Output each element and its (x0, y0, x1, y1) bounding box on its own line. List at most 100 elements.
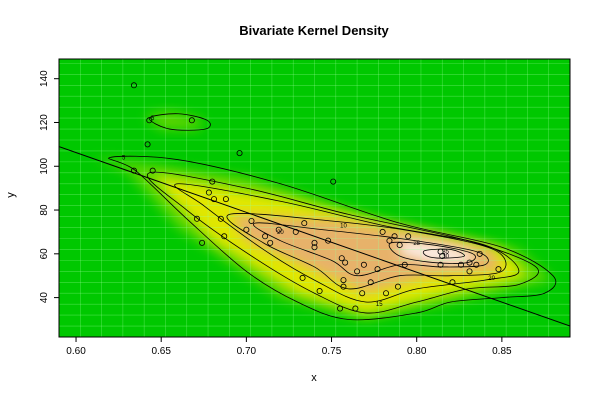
data-point (383, 290, 390, 297)
data-point (311, 239, 318, 246)
contour-label: 25 (413, 241, 420, 247)
data-point (292, 228, 299, 235)
data-point (338, 255, 345, 262)
data-point (396, 242, 403, 249)
data-point (437, 261, 444, 268)
data-point (449, 279, 456, 286)
data-point (211, 196, 218, 203)
contour-label: 15 (376, 302, 383, 308)
data-point (457, 261, 464, 268)
contour-5 (108, 155, 557, 321)
y-tick-label: 140 (39, 70, 50, 87)
data-point (386, 237, 393, 244)
contour-15 (174, 183, 520, 303)
data-point (193, 215, 200, 222)
x-tick-label: 0.70 (237, 346, 257, 357)
data-point (466, 268, 473, 275)
data-point (359, 290, 366, 297)
data-point (209, 178, 216, 185)
contour-10 (146, 171, 539, 314)
data-point (130, 82, 137, 89)
data-point (340, 277, 347, 284)
data-point (466, 259, 473, 266)
y-tick-label: 40 (39, 292, 50, 304)
data-point (221, 233, 228, 240)
data-point (473, 261, 480, 268)
data-point (149, 167, 156, 174)
data-point (391, 233, 398, 240)
data-point (379, 228, 386, 235)
contour-label: 20 (488, 276, 495, 282)
x-tick-label: 0.65 (151, 346, 171, 357)
x-tick-label: 0.80 (407, 346, 427, 357)
data-point (248, 217, 255, 224)
data-point (299, 274, 306, 281)
data-point (301, 220, 308, 227)
contour-lines (108, 113, 557, 321)
contour-label: 10 (340, 223, 347, 229)
data-point (311, 244, 318, 251)
contour-label: 5 (151, 116, 155, 122)
x-tick-label: 0.75 (322, 346, 342, 357)
regression-line (59, 146, 570, 327)
data-point (394, 283, 401, 290)
x-tick-label: 0.85 (492, 346, 512, 357)
y-tick-label: 60 (39, 248, 50, 260)
data-point (222, 196, 229, 203)
data-point (243, 226, 250, 233)
data-point (275, 226, 282, 233)
data-point (188, 117, 195, 124)
data-point (476, 250, 483, 257)
data-point (130, 167, 137, 174)
data-points (130, 82, 502, 312)
plot-frame (58, 58, 571, 338)
data-point (325, 237, 332, 244)
data-point (405, 233, 412, 240)
contour-label: 35 (442, 250, 449, 256)
data-point (205, 189, 212, 196)
x-axis: 0.60 0.65 0.70 0.75 0.80 0.85 (66, 337, 512, 357)
y-axis: 40 60 80 100 120 140 (39, 70, 59, 303)
data-point (360, 261, 367, 268)
data-point (267, 239, 274, 246)
grid-lines (59, 59, 570, 337)
data-point (337, 305, 344, 312)
data-point (342, 259, 349, 266)
data-point (367, 279, 374, 286)
data-point (199, 239, 206, 246)
data-point (217, 215, 224, 222)
regression-line-group (59, 146, 570, 327)
contour-5-top (148, 113, 211, 131)
data-point (146, 117, 153, 124)
contour-label: 30 (442, 254, 449, 260)
data-point (401, 261, 408, 268)
data-point (236, 150, 243, 157)
data-point (374, 266, 381, 273)
contour-35 (422, 248, 465, 259)
data-point (316, 288, 323, 295)
contour-label: 5 (122, 156, 126, 162)
y-tick-label: 120 (39, 114, 50, 131)
data-point (144, 141, 151, 148)
contour-30 (388, 241, 476, 264)
contour-label: 20 (277, 230, 284, 236)
contour-20 (226, 213, 507, 290)
y-tick-label: 100 (39, 157, 50, 174)
x-tick-label: 0.60 (66, 346, 86, 357)
data-point (262, 233, 269, 240)
density-layer-top-blob (144, 111, 204, 130)
data-point (352, 305, 359, 312)
data-point (330, 178, 337, 185)
data-point (495, 266, 502, 273)
data-point (340, 283, 347, 290)
contour-25 (253, 222, 489, 277)
y-axis-label: y (5, 192, 17, 198)
x-axis-label: x (311, 372, 317, 384)
data-point (354, 268, 361, 275)
y-tick-label: 80 (39, 204, 50, 216)
chart-title: Bivariate Kernel Density (239, 23, 389, 38)
